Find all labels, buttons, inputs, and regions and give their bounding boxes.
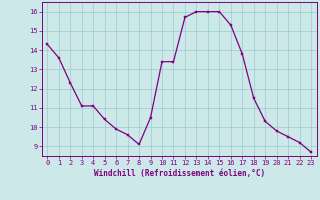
X-axis label: Windchill (Refroidissement éolien,°C): Windchill (Refroidissement éolien,°C) — [94, 169, 265, 178]
